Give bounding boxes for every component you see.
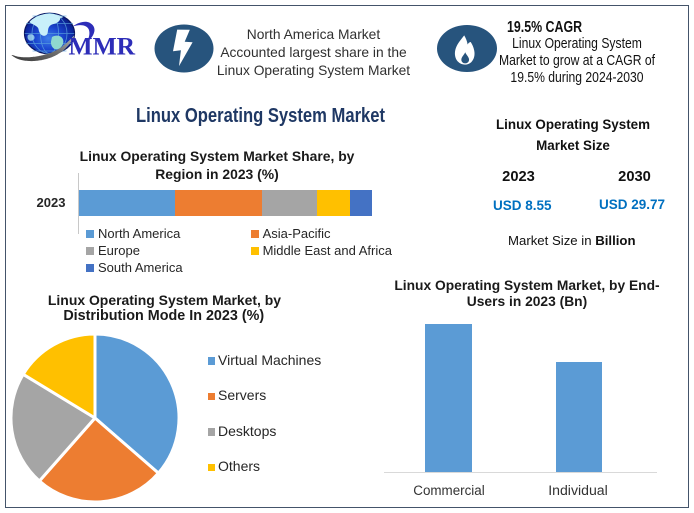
svg-text:MMR: MMR [69, 32, 136, 61]
